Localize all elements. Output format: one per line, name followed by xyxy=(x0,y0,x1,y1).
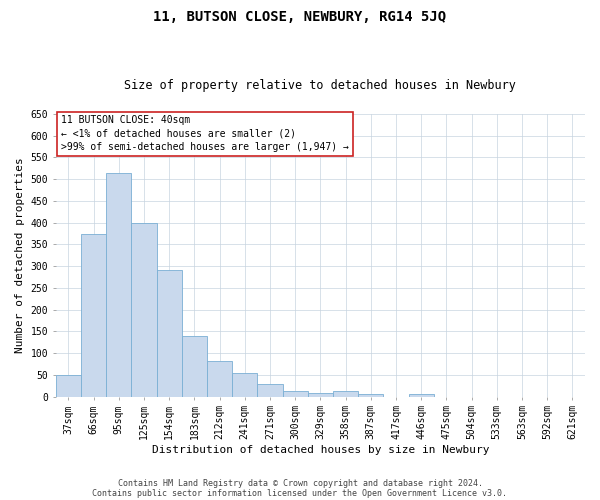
Bar xyxy=(409,394,434,396)
Text: Contains public sector information licensed under the Open Government Licence v3: Contains public sector information licen… xyxy=(92,488,508,498)
Text: 11 BUTSON CLOSE: 40sqm
← <1% of detached houses are smaller (2)
>99% of semi-det: 11 BUTSON CLOSE: 40sqm ← <1% of detached… xyxy=(61,116,349,152)
Bar xyxy=(232,372,257,396)
Y-axis label: Number of detached properties: Number of detached properties xyxy=(15,158,25,353)
X-axis label: Distribution of detached houses by size in Newbury: Distribution of detached houses by size … xyxy=(152,445,489,455)
Text: Contains HM Land Registry data © Crown copyright and database right 2024.: Contains HM Land Registry data © Crown c… xyxy=(118,478,482,488)
Bar xyxy=(56,375,81,396)
Text: 11, BUTSON CLOSE, NEWBURY, RG14 5JQ: 11, BUTSON CLOSE, NEWBURY, RG14 5JQ xyxy=(154,10,446,24)
Bar xyxy=(106,172,131,396)
Bar xyxy=(283,392,308,396)
Bar xyxy=(81,234,106,396)
Bar xyxy=(157,270,182,396)
Title: Size of property relative to detached houses in Newbury: Size of property relative to detached ho… xyxy=(124,79,517,92)
Bar xyxy=(358,394,383,396)
Bar xyxy=(257,384,283,396)
Bar xyxy=(333,391,358,396)
Bar xyxy=(182,336,207,396)
Bar xyxy=(207,361,232,396)
Bar xyxy=(308,393,333,396)
Bar xyxy=(131,222,157,396)
